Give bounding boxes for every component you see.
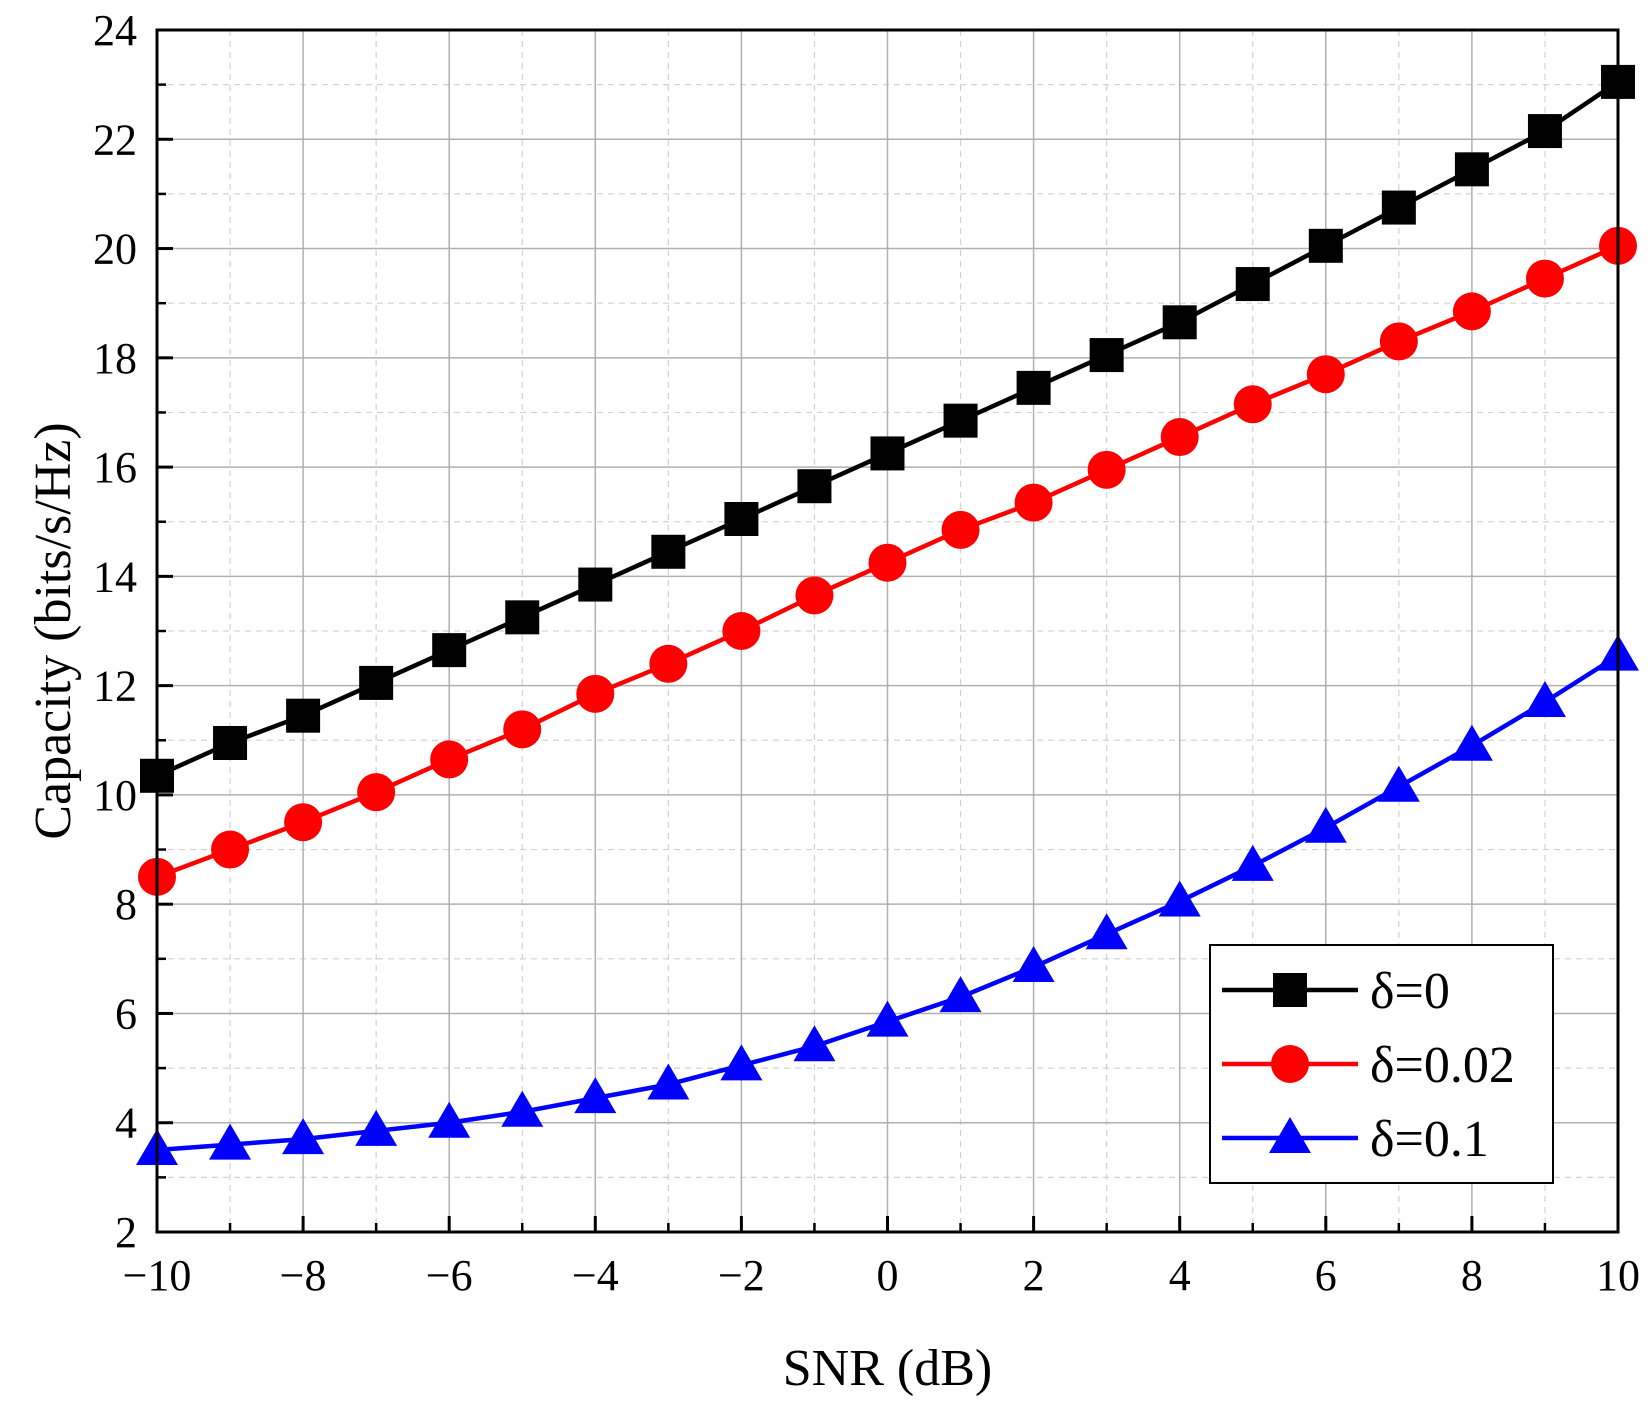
x-tick-label: −6 [426,1251,473,1300]
y-tick-label: 14 [93,552,137,601]
data-point-circle [1233,385,1272,424]
data-point-circle [1306,355,1345,394]
series-markers [136,64,1639,1166]
x-tick-label: 10 [1596,1251,1640,1300]
y-tick-label: 20 [93,225,137,274]
data-point-square [432,633,467,668]
data-point-square [213,726,248,761]
data-point-circle [1160,418,1199,457]
y-tick-label: 4 [115,1099,137,1148]
y-tick-label: 16 [93,443,137,492]
data-point-square [1454,152,1489,187]
y-tick-label: 22 [93,115,137,164]
y-tick-label: 10 [93,771,137,820]
y-tick-label: 12 [93,662,137,711]
data-point-square [1089,338,1124,373]
y-tick-label: 8 [115,880,137,929]
data-point-circle [1452,292,1491,331]
legend-label: δ=0 [1370,963,1450,1020]
x-tick-label: 4 [1169,1251,1191,1300]
data-point-triangle [355,1109,398,1146]
data-point-triangle [720,1044,763,1081]
data-point-square [359,665,394,700]
data-point-circle [795,576,834,615]
x-tick-label: −8 [280,1251,327,1300]
data-point-triangle [1523,681,1566,718]
data-point-triangle [1158,880,1201,917]
x-tick-label: 6 [1315,1251,1337,1300]
legend-marker-square [1273,973,1307,1007]
y-tick-label: 24 [93,6,137,55]
data-point-circle [430,740,469,779]
x-tick-label: 2 [1023,1251,1045,1300]
data-point-circle [357,773,396,812]
data-point-circle [211,830,250,869]
data-point-triangle [1377,765,1420,802]
data-point-circle [1525,259,1564,298]
data-point-circle [868,543,907,582]
y-tick-label: 18 [93,334,137,383]
legend-label: δ=0.02 [1370,1037,1515,1094]
data-point-triangle [1304,806,1347,843]
legend-entries: δ=0 δ=0.02 δ=0.1 [1222,963,1515,1168]
data-point-circle [1087,450,1126,489]
y-tick-label: 2 [115,1208,137,1257]
data-point-triangle [574,1077,617,1114]
data-point-square [1016,370,1051,405]
data-point-triangle [428,1101,471,1138]
axis-ticks [155,28,1620,1234]
data-point-triangle [1450,724,1493,761]
legend-label: δ=0.1 [1370,1111,1489,1168]
x-axis-title: SNR (dB) [783,1340,992,1397]
data-point-square [943,403,978,438]
data-point-triangle [939,976,982,1013]
data-point-triangle [1012,946,1055,983]
data-point-circle [284,803,323,842]
data-point-square [724,501,759,536]
x-tick-labels: −10 −8 −6 −4 −2 0 2 4 6 8 10 [123,1251,1640,1300]
data-point-triangle [282,1118,325,1155]
data-point-square [870,436,905,471]
data-point-triangle [209,1123,252,1160]
data-point-circle [941,510,980,549]
data-point-triangle [501,1090,544,1127]
legend: δ=0 δ=0.02 δ=0.1 [1209,944,1554,1184]
y-axis-title: Capacity (bits/s/Hz) [25,422,82,839]
data-point-square [578,567,613,602]
legend-marker-triangle [1269,1117,1311,1153]
data-point-square [505,600,540,635]
legend-marker-circle [1271,1045,1309,1083]
x-tick-label: 8 [1461,1251,1483,1300]
data-point-circle [1379,322,1418,361]
data-point-square [651,534,686,569]
x-tick-label: 0 [877,1251,899,1300]
x-tick-label: −10 [123,1251,192,1300]
data-point-circle [576,674,615,713]
x-tick-label: −2 [718,1251,765,1300]
data-point-triangle [866,1000,909,1037]
data-point-square [1527,114,1562,149]
data-point-square [1162,305,1197,340]
y-tick-label: 6 [115,989,137,1038]
data-point-triangle [1231,844,1274,881]
data-point-square [286,698,321,733]
data-point-circle [649,644,688,683]
data-point-circle [1014,483,1053,522]
data-point-square [1235,267,1270,302]
data-point-triangle [793,1025,836,1062]
data-point-triangle [1085,913,1128,950]
data-point-square [797,469,832,504]
data-point-square [1308,228,1343,263]
data-point-circle [503,710,542,749]
data-point-square [1381,190,1416,225]
data-point-circle [722,612,761,650]
x-tick-label: −4 [572,1251,619,1300]
data-point-triangle [647,1063,690,1100]
